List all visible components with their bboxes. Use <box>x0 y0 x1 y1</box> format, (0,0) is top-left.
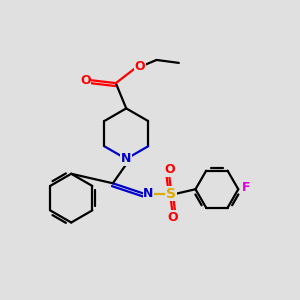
Text: O: O <box>167 211 178 224</box>
Text: N: N <box>121 152 131 165</box>
Text: S: S <box>166 187 176 201</box>
Text: O: O <box>134 60 145 73</box>
Text: O: O <box>80 74 91 87</box>
Text: N: N <box>143 187 154 200</box>
Text: F: F <box>242 181 250 194</box>
Text: O: O <box>164 164 175 176</box>
